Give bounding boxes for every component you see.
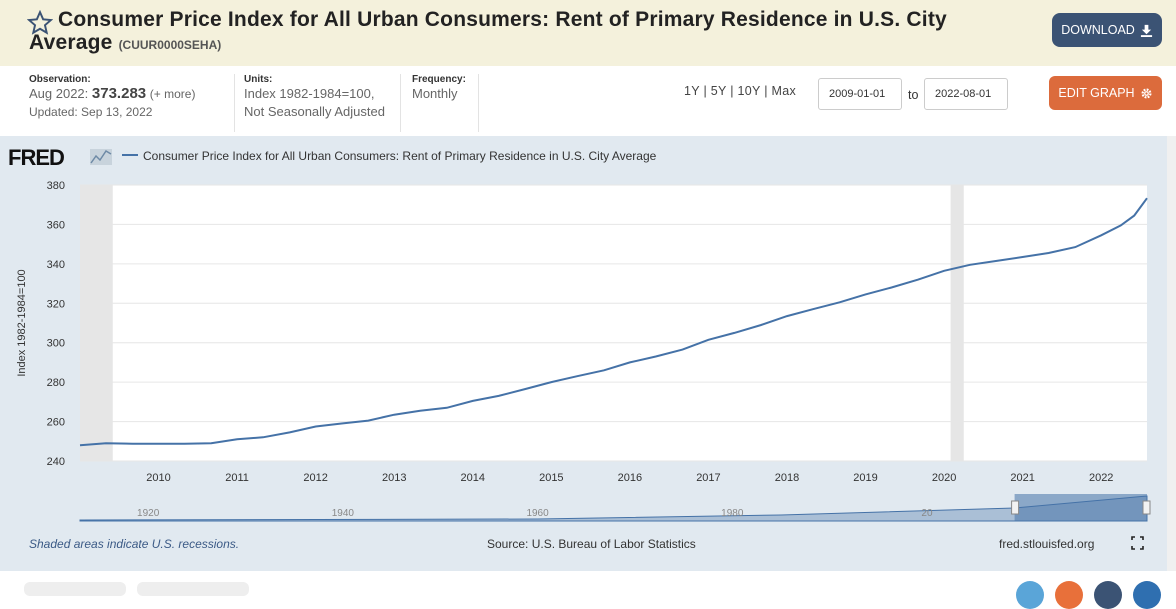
- range-selector: 1Y | 5Y | 10Y | Max: [684, 84, 797, 98]
- x-tick-label: 2019: [853, 472, 877, 484]
- y-axis-ticks: 240 260 280 300 320 340 360 380: [47, 180, 65, 468]
- plot-background: [80, 185, 1147, 461]
- y-tick-label: 260: [47, 417, 65, 429]
- start-date-input[interactable]: 2009-01-01: [818, 78, 902, 110]
- fullscreen-icon[interactable]: [1131, 536, 1144, 550]
- gear-icon: [1141, 87, 1152, 99]
- y-tick-label: 380: [47, 180, 65, 192]
- series-id: (CUUR0000SEHA): [118, 38, 222, 52]
- navigator-tick-label: 1920: [137, 508, 160, 519]
- bottom-toolbar: [0, 571, 1176, 589]
- recession-note: Shaded areas indicate U.S. recessions.: [29, 537, 239, 551]
- range-max[interactable]: Max: [771, 84, 797, 98]
- units-line-1: Index 1982-1984=100,: [244, 86, 375, 101]
- updated-date: Updated: Sep 13, 2022: [29, 105, 153, 119]
- site-link[interactable]: fred.stlouisfed.org: [999, 537, 1094, 551]
- y-tick-label: 300: [47, 338, 65, 350]
- page-scrollbar[interactable]: [1167, 136, 1176, 571]
- to-label: to: [908, 88, 919, 102]
- observation-value: 373.283: [91, 85, 147, 102]
- navigator-tick-label: 1960: [526, 508, 549, 519]
- range-5y[interactable]: 5Y: [710, 84, 727, 98]
- x-tick-label: 2010: [146, 472, 170, 484]
- bottom-tab-1[interactable]: [24, 582, 126, 596]
- star-icon[interactable]: [27, 10, 53, 36]
- navigator-handle-right: [1142, 500, 1151, 515]
- fred-logo: FRED: [8, 145, 112, 170]
- y-tick-label: 280: [47, 377, 65, 389]
- x-tick-label: 2013: [382, 472, 406, 484]
- frequency-box: Frequency: Monthly: [412, 74, 479, 132]
- edit-graph-button[interactable]: EDIT GRAPH: [1049, 76, 1162, 110]
- x-axis-ticks: 2010 2011 2012 2013 2014 2015 2016 2017 2018 2019…: [146, 472, 1113, 484]
- grid-lines: [80, 184, 1147, 462]
- share-linkedin-icon[interactable]: [1133, 581, 1161, 609]
- bottom-tab-2[interactable]: [137, 582, 249, 596]
- legend-label: Consumer Price Index for All Urban Consu…: [143, 149, 657, 163]
- x-tick-label: 2022: [1089, 472, 1113, 484]
- frequency-value: Monthly: [412, 86, 458, 101]
- y-tick-label: 340: [47, 259, 65, 271]
- frequency-label: Frequency:: [412, 74, 466, 85]
- source-note: Source: U.S. Bureau of Labor Statistics: [487, 537, 696, 551]
- navigator-selection: [1014, 494, 1147, 521]
- range-1y[interactable]: 1Y: [684, 84, 700, 98]
- share-facebook-icon[interactable]: [1094, 581, 1122, 609]
- fred-logo-text: FRED: [8, 145, 64, 170]
- x-tick-label: 2012: [303, 472, 327, 484]
- title-line-2: Average: [29, 31, 113, 54]
- navigator-tick-label: 1940: [332, 508, 355, 519]
- chart-svg: FRED Consumer Price Index for All Urban …: [8, 145, 1151, 551]
- x-tick-label: 2017: [696, 472, 720, 484]
- chart-container: FRED Consumer Price Index for All Urban …: [0, 136, 1167, 571]
- recession-band-0: [80, 185, 113, 461]
- end-date-input[interactable]: 2022-08-01: [924, 78, 1008, 110]
- range-10y[interactable]: 10Y: [737, 84, 761, 98]
- y-tick-label: 240: [47, 456, 65, 468]
- units-box: Units: Index 1982-1984=100, Not Seasonal…: [244, 74, 401, 132]
- edit-graph-label: EDIT GRAPH: [1058, 86, 1135, 100]
- observation-box: Observation: Aug 2022: 373.283 (+ more) …: [29, 74, 235, 132]
- fred-logo-graph-icon: [90, 149, 112, 165]
- x-tick-label: 2021: [1010, 472, 1034, 484]
- page-title: Consumer Price Index for All Urban Consu…: [29, 8, 1029, 57]
- series-line: [79, 197, 1148, 447]
- download-button[interactable]: DOWNLOAD: [1052, 13, 1162, 47]
- x-tick-label: 2011: [225, 472, 249, 484]
- observation-label: Observation:: [29, 74, 91, 85]
- navigator-background: [80, 494, 1147, 521]
- observation-line: Aug 2022: 373.283 (+ more): [29, 85, 234, 103]
- download-icon: [1140, 24, 1152, 37]
- recession-band-1: [950, 185, 964, 461]
- observation-date: Aug 2022:: [29, 86, 89, 101]
- navigator-tick-label: 20: [921, 508, 933, 519]
- y-tick-label: 320: [47, 298, 65, 310]
- download-label: DOWNLOAD: [1061, 23, 1135, 37]
- y-axis-label: Index 1982-1984=100: [16, 269, 28, 376]
- x-tick-label: 2018: [775, 472, 799, 484]
- navigator-tick-label: 1980: [721, 508, 744, 519]
- x-tick-label: 2020: [932, 472, 956, 484]
- title-line-1: Consumer Price Index for All Urban Consu…: [58, 8, 947, 31]
- x-tick-label: 2014: [461, 472, 485, 484]
- share-reddit-icon[interactable]: [1055, 581, 1083, 609]
- observation-more-link[interactable]: (+ more): [149, 87, 196, 101]
- recession-shading: [80, 185, 964, 461]
- title-bar: [0, 0, 1176, 66]
- navigator[interactable]: 1920 1940 1960 1980 20: [79, 494, 1151, 522]
- share-twitter-icon[interactable]: [1016, 581, 1044, 609]
- y-tick-label: 360: [47, 219, 65, 231]
- x-tick-label: 2015: [539, 472, 563, 484]
- units-line-2: Not Seasonally Adjusted: [244, 104, 385, 119]
- x-tick-label: 2016: [618, 472, 642, 484]
- units-label: Units:: [244, 74, 273, 85]
- navigator-handle-left: [1011, 500, 1020, 515]
